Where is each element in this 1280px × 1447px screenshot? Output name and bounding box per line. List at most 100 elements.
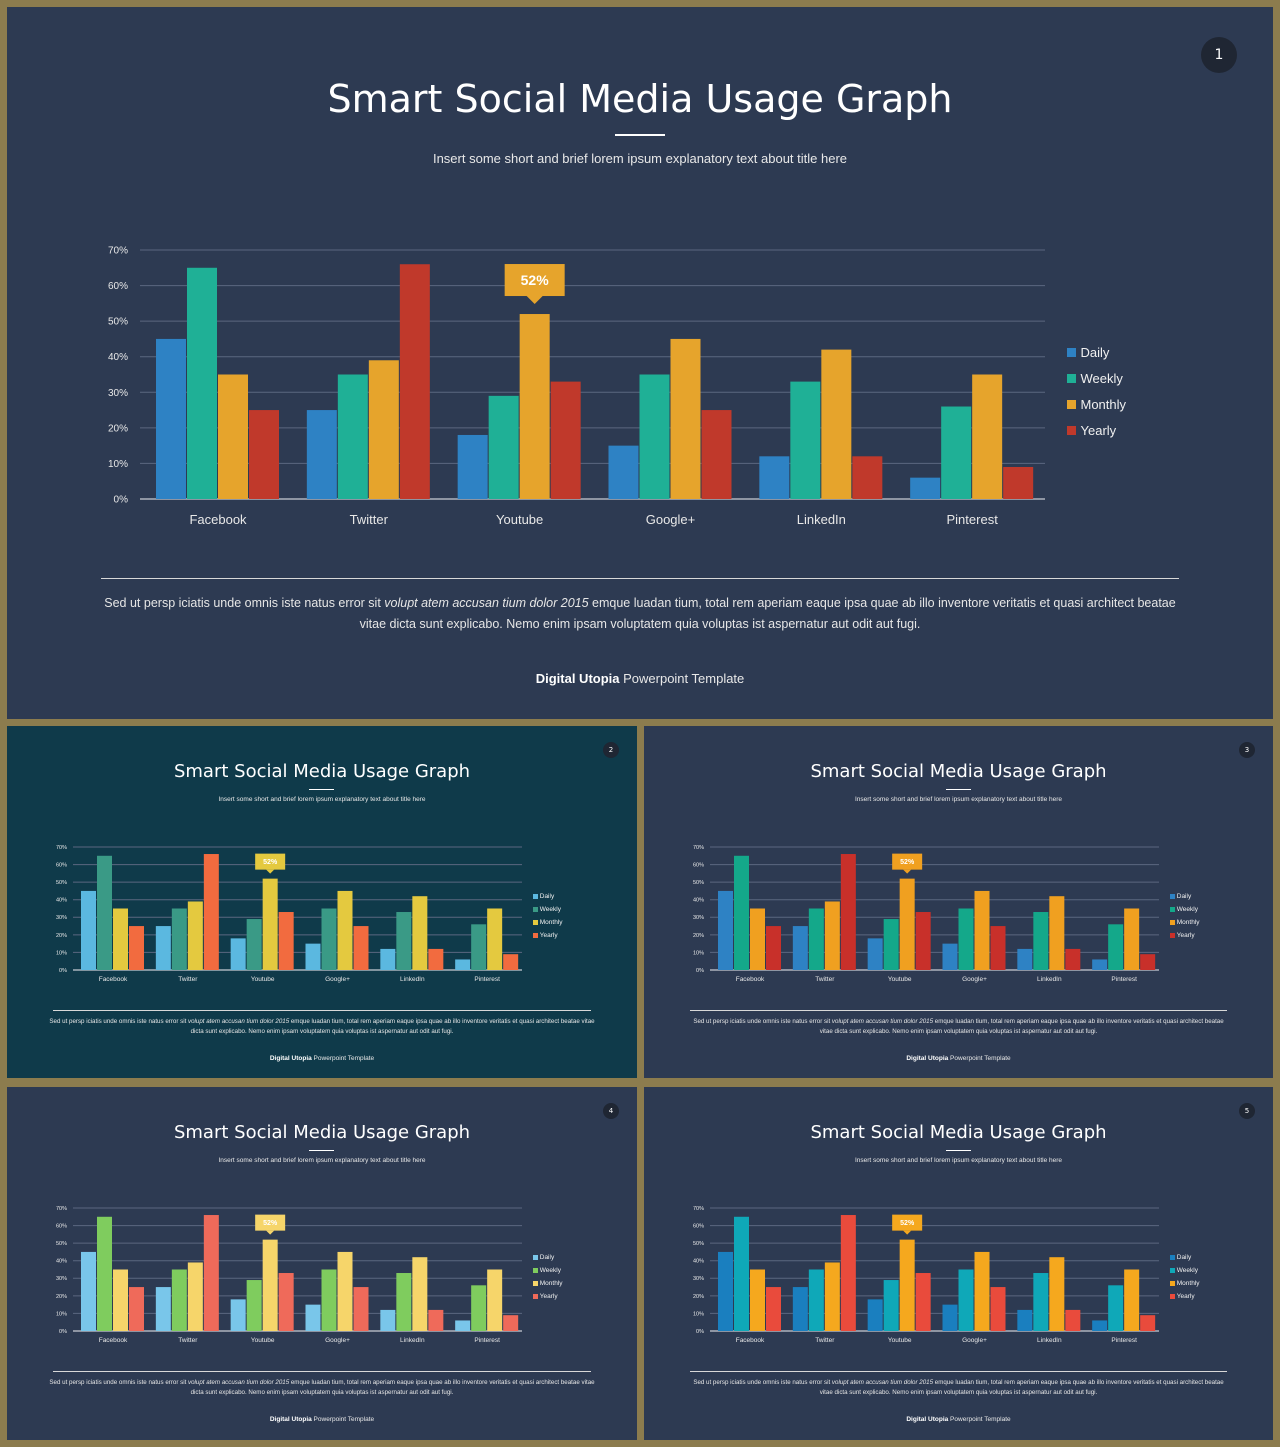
chart-legend: Daily Weekly Monthly Yearly [533, 890, 563, 942]
bar-chart: 0% 10% 20% 30% 40% 50% 60% 70% Facebook Twitter Yo… [108, 246, 1045, 527]
bar-yearly [203, 1215, 219, 1331]
y-tick-label: 20% [56, 933, 67, 939]
y-tick-label: 60% [693, 862, 704, 868]
bar-weekly [1108, 924, 1124, 970]
y-tick-label: 30% [108, 388, 128, 399]
bar-yearly [1065, 948, 1081, 970]
legend-swatch [1170, 920, 1175, 925]
slide-number-badge: 1 [1201, 37, 1237, 73]
legend-label: Weekly [1176, 1267, 1198, 1274]
legend-swatch [533, 920, 538, 925]
bar-yearly [503, 1315, 519, 1331]
legend-item: Monthly [533, 916, 563, 929]
body-text: Sed ut persp iciatis unde omnis iste nat… [49, 1017, 595, 1037]
footer-text: Digital Utopia Powerpoint Template [7, 1416, 637, 1423]
bar-monthly [412, 896, 428, 970]
bar-monthly [113, 1269, 128, 1331]
y-tick-label: 60% [108, 281, 128, 292]
bar-daily [1092, 1320, 1108, 1331]
bar-weekly [1033, 912, 1049, 970]
y-tick-label: 60% [56, 1223, 67, 1229]
y-tick-label: 30% [693, 1276, 704, 1282]
bar-monthly [972, 374, 1003, 499]
x-tick-label: Youtube [251, 976, 275, 983]
bar-monthly [187, 1262, 203, 1331]
footer-rest: Powerpoint Template [619, 671, 745, 686]
bar-daily [1017, 948, 1033, 970]
legend-item: Weekly [1170, 903, 1200, 916]
bar-yearly [1003, 466, 1034, 499]
legend-label: Weekly [539, 906, 561, 913]
y-tick-label: 20% [693, 1294, 704, 1300]
bar-daily [81, 1251, 96, 1331]
y-tick-label: 70% [56, 1206, 67, 1212]
x-tick-label: Google+ [646, 512, 696, 527]
slide-title: Smart Social Media Usage Graph [173, 761, 471, 782]
divider-line [690, 1010, 1227, 1011]
slide-subtitle: Insert some short and brief lorem ipsum … [218, 1157, 426, 1164]
legend-swatch [533, 1281, 538, 1286]
legend-label: Daily [539, 893, 555, 900]
legend-item: Daily [533, 890, 563, 903]
bar-daily [230, 1299, 246, 1331]
divider-line [53, 1371, 591, 1372]
x-tick-label: Twitter [350, 512, 389, 527]
bar-daily [380, 1309, 396, 1331]
x-tick-label: LinkedIn [1037, 1337, 1062, 1344]
bar-daily [380, 948, 396, 970]
x-tick-label: Pinterest [474, 976, 500, 983]
body-text-part1: Sed ut persp iciatis unde omnis iste nat… [693, 1379, 832, 1386]
legend-item: Yearly [1067, 417, 1126, 443]
x-tick-label: Youtube [496, 512, 543, 527]
y-tick-label: 10% [693, 950, 704, 956]
legend-swatch [1170, 894, 1175, 899]
legend-swatch [1170, 933, 1175, 938]
slide-number-badge: 2 [603, 742, 619, 758]
x-tick-label: Google+ [962, 976, 987, 983]
callout-box [255, 853, 286, 870]
body-text-part2: emque luadan tium, total rem aperiam eaq… [190, 1018, 595, 1035]
bar-yearly [428, 948, 444, 970]
bar-chart: 0% 10% 20% 30% 40% 50% 60% 70% Facebook Twitter Yo… [693, 1206, 1159, 1344]
bar-yearly [1140, 1315, 1156, 1331]
legend-label: Yearly [539, 1293, 558, 1300]
legend-label: Yearly [1080, 422, 1117, 438]
bar-monthly [337, 1251, 353, 1331]
body-text-part1: Sed ut persp iciatis unde omnis iste nat… [49, 1379, 189, 1386]
legend-swatch [533, 1255, 538, 1260]
x-tick-label: Facebook [99, 1337, 128, 1344]
bar-weekly [246, 919, 262, 970]
y-tick-label: 30% [693, 915, 704, 921]
bar-daily [718, 890, 733, 970]
footer-brand: Digital Utopia [535, 671, 620, 686]
slide-3: 3 Smart Social Media Usage Graph Insert … [644, 726, 1273, 1078]
body-text-italic: volupt atem accusan tium dolor 2015 [384, 596, 589, 610]
bar-yearly [249, 410, 279, 499]
legend-item: Yearly [533, 1290, 563, 1303]
body-text: Sed ut persp iciatis unde omnis iste nat… [49, 1378, 595, 1398]
footer-brand: Digital Utopia [269, 1055, 312, 1062]
slide-title: Smart Social Media Usage Graph [810, 761, 1107, 782]
bar-chart: 0% 10% 20% 30% 40% 50% 60% 70% Facebook Twitter Yo… [56, 1206, 522, 1344]
y-tick-label: 40% [56, 898, 67, 904]
legend-item: Daily [533, 1251, 563, 1264]
legend-label: Monthly [1176, 919, 1200, 926]
x-tick-label: Facebook [736, 976, 765, 983]
bar-yearly [428, 1309, 444, 1331]
bar-monthly [750, 1269, 765, 1331]
bar-yearly [915, 912, 931, 970]
legend-item: Weekly [533, 903, 563, 916]
callout-label: 52% [900, 859, 915, 866]
bar-monthly [974, 890, 990, 970]
x-tick-label: Youtube [251, 1337, 275, 1344]
slide-subtitle: Insert some short and brief lorem ipsum … [432, 151, 848, 166]
body-text-part1: Sed ut persp iciatis unde omnis iste nat… [49, 1018, 189, 1025]
bar-yearly [990, 926, 1006, 970]
footer-brand: Digital Utopia [269, 1416, 312, 1423]
y-tick-label: 0% [59, 968, 67, 974]
y-tick-label: 70% [108, 246, 128, 257]
y-tick-label: 50% [108, 317, 128, 328]
legend-swatch [1067, 347, 1076, 357]
x-tick-label: Google+ [325, 1337, 350, 1344]
body-text-part1: Sed ut persp iciatis unde omnis iste nat… [104, 596, 385, 610]
